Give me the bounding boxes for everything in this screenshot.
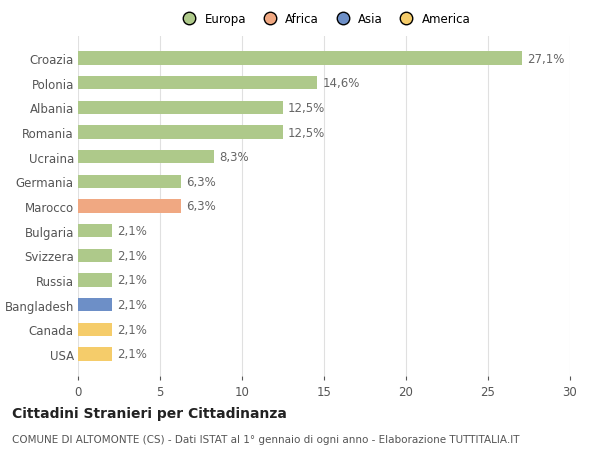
Bar <box>78 298 112 312</box>
Text: 6,3%: 6,3% <box>186 200 216 213</box>
Bar <box>78 224 112 238</box>
Text: 6,3%: 6,3% <box>186 175 216 189</box>
Bar <box>78 151 214 164</box>
Text: COMUNE DI ALTOMONTE (CS) - Dati ISTAT al 1° gennaio di ogni anno - Elaborazione : COMUNE DI ALTOMONTE (CS) - Dati ISTAT al… <box>12 434 520 444</box>
Text: 2,1%: 2,1% <box>118 249 147 262</box>
Bar <box>78 347 112 361</box>
Text: 12,5%: 12,5% <box>288 101 325 115</box>
Text: 27,1%: 27,1% <box>527 52 565 66</box>
Text: 2,1%: 2,1% <box>118 323 147 336</box>
Bar <box>78 101 283 115</box>
Text: 2,1%: 2,1% <box>118 347 147 361</box>
Text: 2,1%: 2,1% <box>118 298 147 312</box>
Legend: Europa, Africa, Asia, America: Europa, Africa, Asia, America <box>173 9 475 31</box>
Bar <box>78 274 112 287</box>
Text: Cittadini Stranieri per Cittadinanza: Cittadini Stranieri per Cittadinanza <box>12 406 287 420</box>
Text: 2,1%: 2,1% <box>118 274 147 287</box>
Bar <box>78 52 523 66</box>
Text: 2,1%: 2,1% <box>118 224 147 238</box>
Bar <box>78 323 112 336</box>
Text: 14,6%: 14,6% <box>322 77 360 90</box>
Bar <box>78 126 283 140</box>
Bar <box>78 175 181 189</box>
Bar <box>78 249 112 263</box>
Text: 8,3%: 8,3% <box>219 151 248 164</box>
Bar <box>78 77 317 90</box>
Text: 12,5%: 12,5% <box>288 126 325 139</box>
Bar <box>78 200 181 213</box>
